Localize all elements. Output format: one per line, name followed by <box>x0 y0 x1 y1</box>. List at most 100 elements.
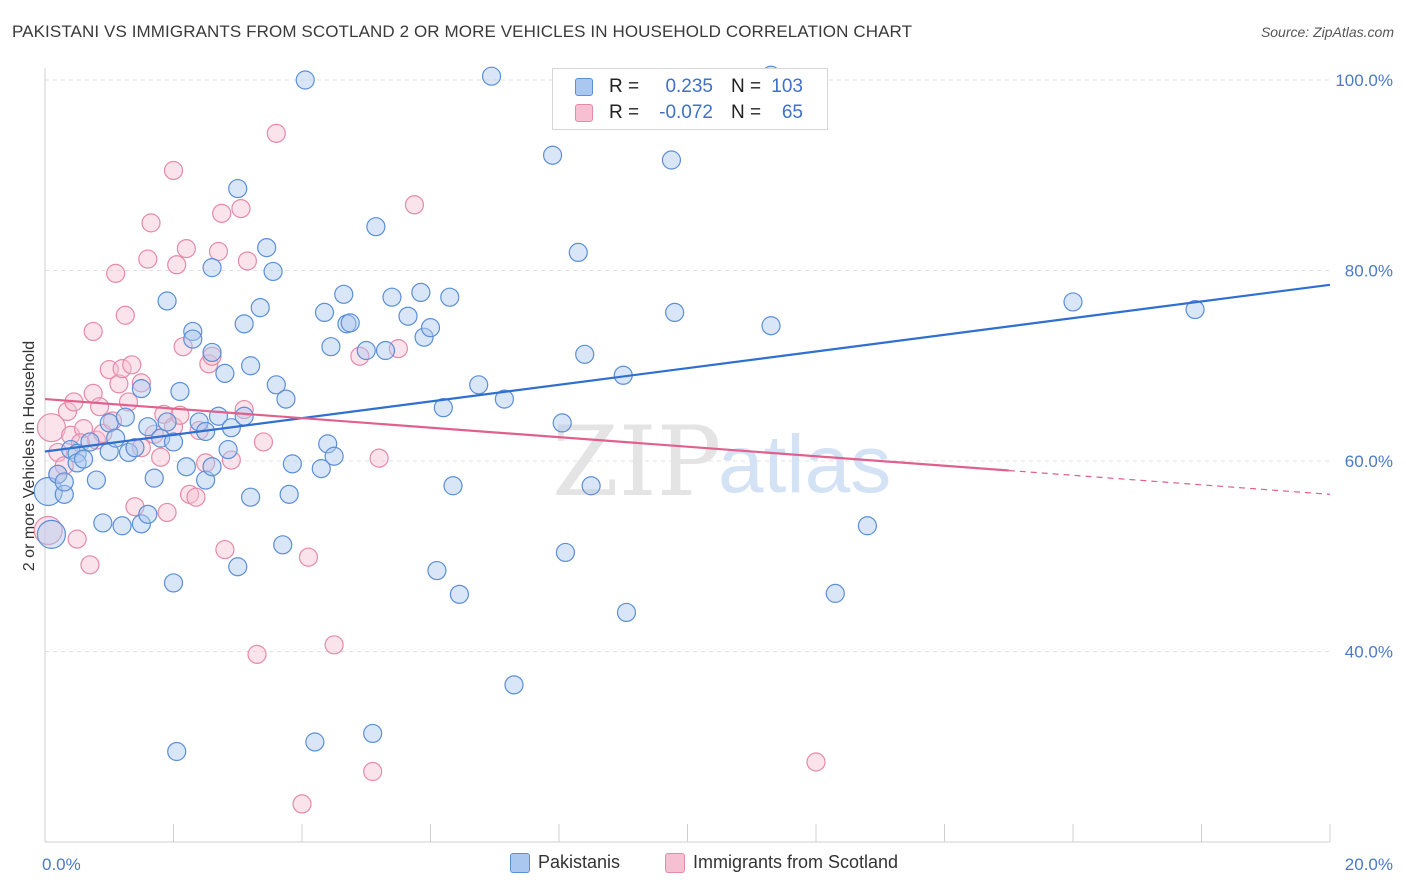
y-tick-label: 60.0% <box>1345 452 1393 471</box>
scotland-point <box>115 305 135 325</box>
pakistanis-point <box>363 723 383 744</box>
watermark-atlas: atlas <box>718 419 891 510</box>
scotland-point <box>33 515 63 546</box>
pakistanis-point <box>228 178 248 199</box>
pakistanis-point <box>202 457 222 477</box>
pakistanis-point <box>311 459 331 479</box>
scotland-point <box>186 487 206 507</box>
pakistanis-point <box>581 476 601 496</box>
pakistanis-point <box>661 150 682 170</box>
pakistanis-point <box>321 337 341 357</box>
scotland-point <box>106 263 126 283</box>
trend-line-dashed <box>1008 469 1331 495</box>
pakistanis-point <box>568 242 588 263</box>
stats-swatch-pink <box>575 104 593 122</box>
pakistanis-point <box>542 145 563 165</box>
pakistanis-point <box>318 434 338 454</box>
pakistanis-point <box>125 438 145 458</box>
legend-label: Pakistanis <box>538 852 621 872</box>
pakistanis-point <box>552 413 572 433</box>
stat-r-value: 0.235 <box>665 76 713 97</box>
pakistanis-point <box>170 381 190 402</box>
pakistanis-point <box>825 583 845 603</box>
axes <box>44 68 1331 843</box>
stat-n-label: N = <box>731 102 762 123</box>
pakistanis-point <box>234 406 254 426</box>
scotland-point <box>167 255 187 275</box>
stat-n-value: 103 <box>771 76 803 97</box>
scotland-point <box>131 373 151 393</box>
pakistanis-point <box>857 516 878 536</box>
scotland-point <box>292 794 312 814</box>
pakistanis-point <box>273 535 293 555</box>
pakistanis-point <box>80 432 100 452</box>
pakistanis-point <box>440 287 460 307</box>
pakistanis-point <box>218 439 238 460</box>
tick-labels: 40.0% 60.0% 80.0% 100.0% 0.0% 20.0% <box>42 71 1393 874</box>
pakistanis-point <box>138 504 158 524</box>
stats-swatch-blue <box>575 78 593 96</box>
pakistanis-point <box>131 514 151 534</box>
pakistanis-point <box>382 287 402 307</box>
stat-n-label: N = <box>731 76 762 97</box>
pakistanis-point <box>234 314 254 334</box>
y-tick-label: 80.0% <box>1345 262 1393 281</box>
legend-swatch-blue <box>510 852 530 873</box>
pakistanis-point <box>427 560 447 581</box>
scotland-point <box>363 761 383 782</box>
pakistanis-point <box>276 389 296 409</box>
pakistanis-point <box>228 557 248 577</box>
pakistanis-point <box>157 291 177 311</box>
pakistanis-point <box>48 464 68 484</box>
scotland-point <box>163 160 184 181</box>
pakistanis-point <box>555 542 576 563</box>
pakistanis-point <box>183 329 203 349</box>
scotland-point <box>176 238 196 259</box>
pakistanis-point <box>176 457 196 477</box>
pakistanis-point <box>295 70 315 90</box>
scotland-point <box>157 502 177 523</box>
series-pakistanis <box>33 65 1205 762</box>
pakistanis-point <box>398 306 418 326</box>
pakistanis-point <box>266 375 286 395</box>
pakistanis-point <box>115 407 135 427</box>
pakistanis-point <box>167 741 187 762</box>
pakistanis-point <box>494 389 514 409</box>
scotland-point <box>404 195 425 215</box>
scotland-point <box>112 359 132 379</box>
scotland-point <box>57 401 78 422</box>
scotland-point <box>173 337 193 357</box>
pakistanis-point <box>263 261 283 282</box>
pakistanis-point <box>305 732 325 752</box>
y-axis-label: 2 or more Vehicles in Household <box>21 341 38 571</box>
scotland-point <box>109 374 129 394</box>
pakistanis-point <box>93 513 113 533</box>
pakistanis-point <box>340 313 360 333</box>
scotland-point <box>324 635 344 655</box>
legend-item-immigrants-from-scotland[interactable]: Immigrants from Scotland <box>665 852 898 873</box>
scotland-point <box>247 644 267 664</box>
pakistanis-point <box>366 217 386 237</box>
x-tick-label: 20.0% <box>1345 855 1393 874</box>
scotland-point <box>90 397 110 417</box>
legend-item-pakistanis[interactable]: Pakistanis <box>510 852 620 873</box>
pakistanis-point <box>112 516 132 536</box>
pakistanis-point <box>665 302 685 323</box>
pakistanis-point <box>314 302 335 323</box>
stats-legend: R = 0.235 N = 103 R = -0.072 N = 65 <box>552 68 828 130</box>
scotland-point <box>298 547 319 567</box>
y-tick-label: 40.0% <box>1345 643 1393 662</box>
pakistanis-point <box>202 258 222 278</box>
chart-title: PAKISTANI VS IMMIGRANTS FROM SCOTLAND 2 … <box>12 22 913 41</box>
pakistanis-point <box>241 356 261 376</box>
scotland-point <box>369 448 389 468</box>
scotland-point <box>215 539 235 560</box>
pakistanis-point <box>411 282 431 303</box>
scotland-point <box>208 241 229 262</box>
pakistanis-point <box>449 584 470 604</box>
pakistanis-point <box>420 318 441 338</box>
pakistanis-point <box>163 573 184 593</box>
pakistanis-point <box>144 468 164 488</box>
pakistanis-point <box>1063 292 1083 312</box>
